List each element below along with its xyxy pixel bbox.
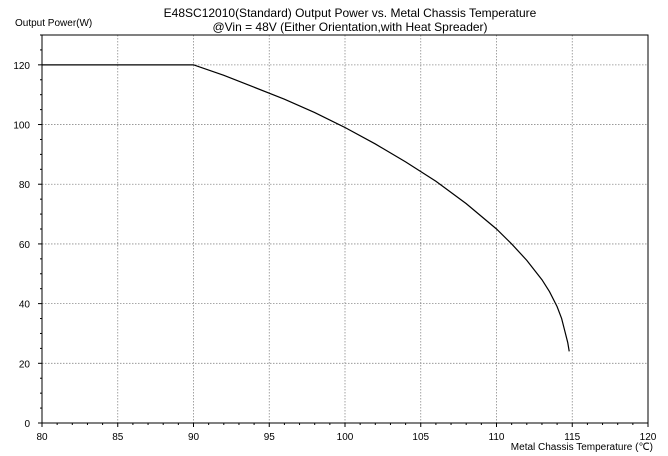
x-tick-label-95: 95: [264, 432, 276, 443]
chart-subtitle: @Vin = 48V (Either Orientation,with Heat…: [212, 20, 487, 34]
y-tick-label-120: 120: [13, 61, 30, 72]
series: [42, 64, 570, 352]
y-tick-label-60: 60: [19, 240, 31, 251]
x-tick-label-90: 90: [188, 432, 200, 443]
plot-border: [41, 34, 649, 424]
x-tick-label-105: 105: [412, 432, 429, 443]
x-tick-label-110: 110: [489, 432, 505, 443]
chart-title: E48SC12010(Standard) Output Power vs. Me…: [164, 6, 537, 20]
series-line-0: [42, 64, 570, 352]
y-tick-label-100: 100: [13, 121, 30, 132]
y-tick-label-20: 20: [19, 359, 31, 370]
ticks: [38, 34, 649, 427]
y-tick-label-40: 40: [19, 300, 31, 311]
grid: [42, 35, 648, 423]
y-axis-label: Output Power(W): [15, 18, 92, 29]
x-tick-label-85: 85: [112, 432, 124, 443]
y-tick-label-80: 80: [19, 180, 31, 191]
y-tick-label-0: 0: [24, 419, 30, 430]
x-tick-label-115: 115: [564, 432, 580, 443]
tick-labels: 80 85 90 95 100 105 110 115 120 0 20 40 60 80 100 120: [13, 61, 656, 443]
x-tick-label-100: 100: [337, 432, 354, 443]
x-axis-label: Metal Chassis Temperature (℃): [511, 442, 653, 453]
x-tick-label-120: 120: [640, 432, 657, 443]
x-tick-label-80: 80: [36, 432, 48, 443]
